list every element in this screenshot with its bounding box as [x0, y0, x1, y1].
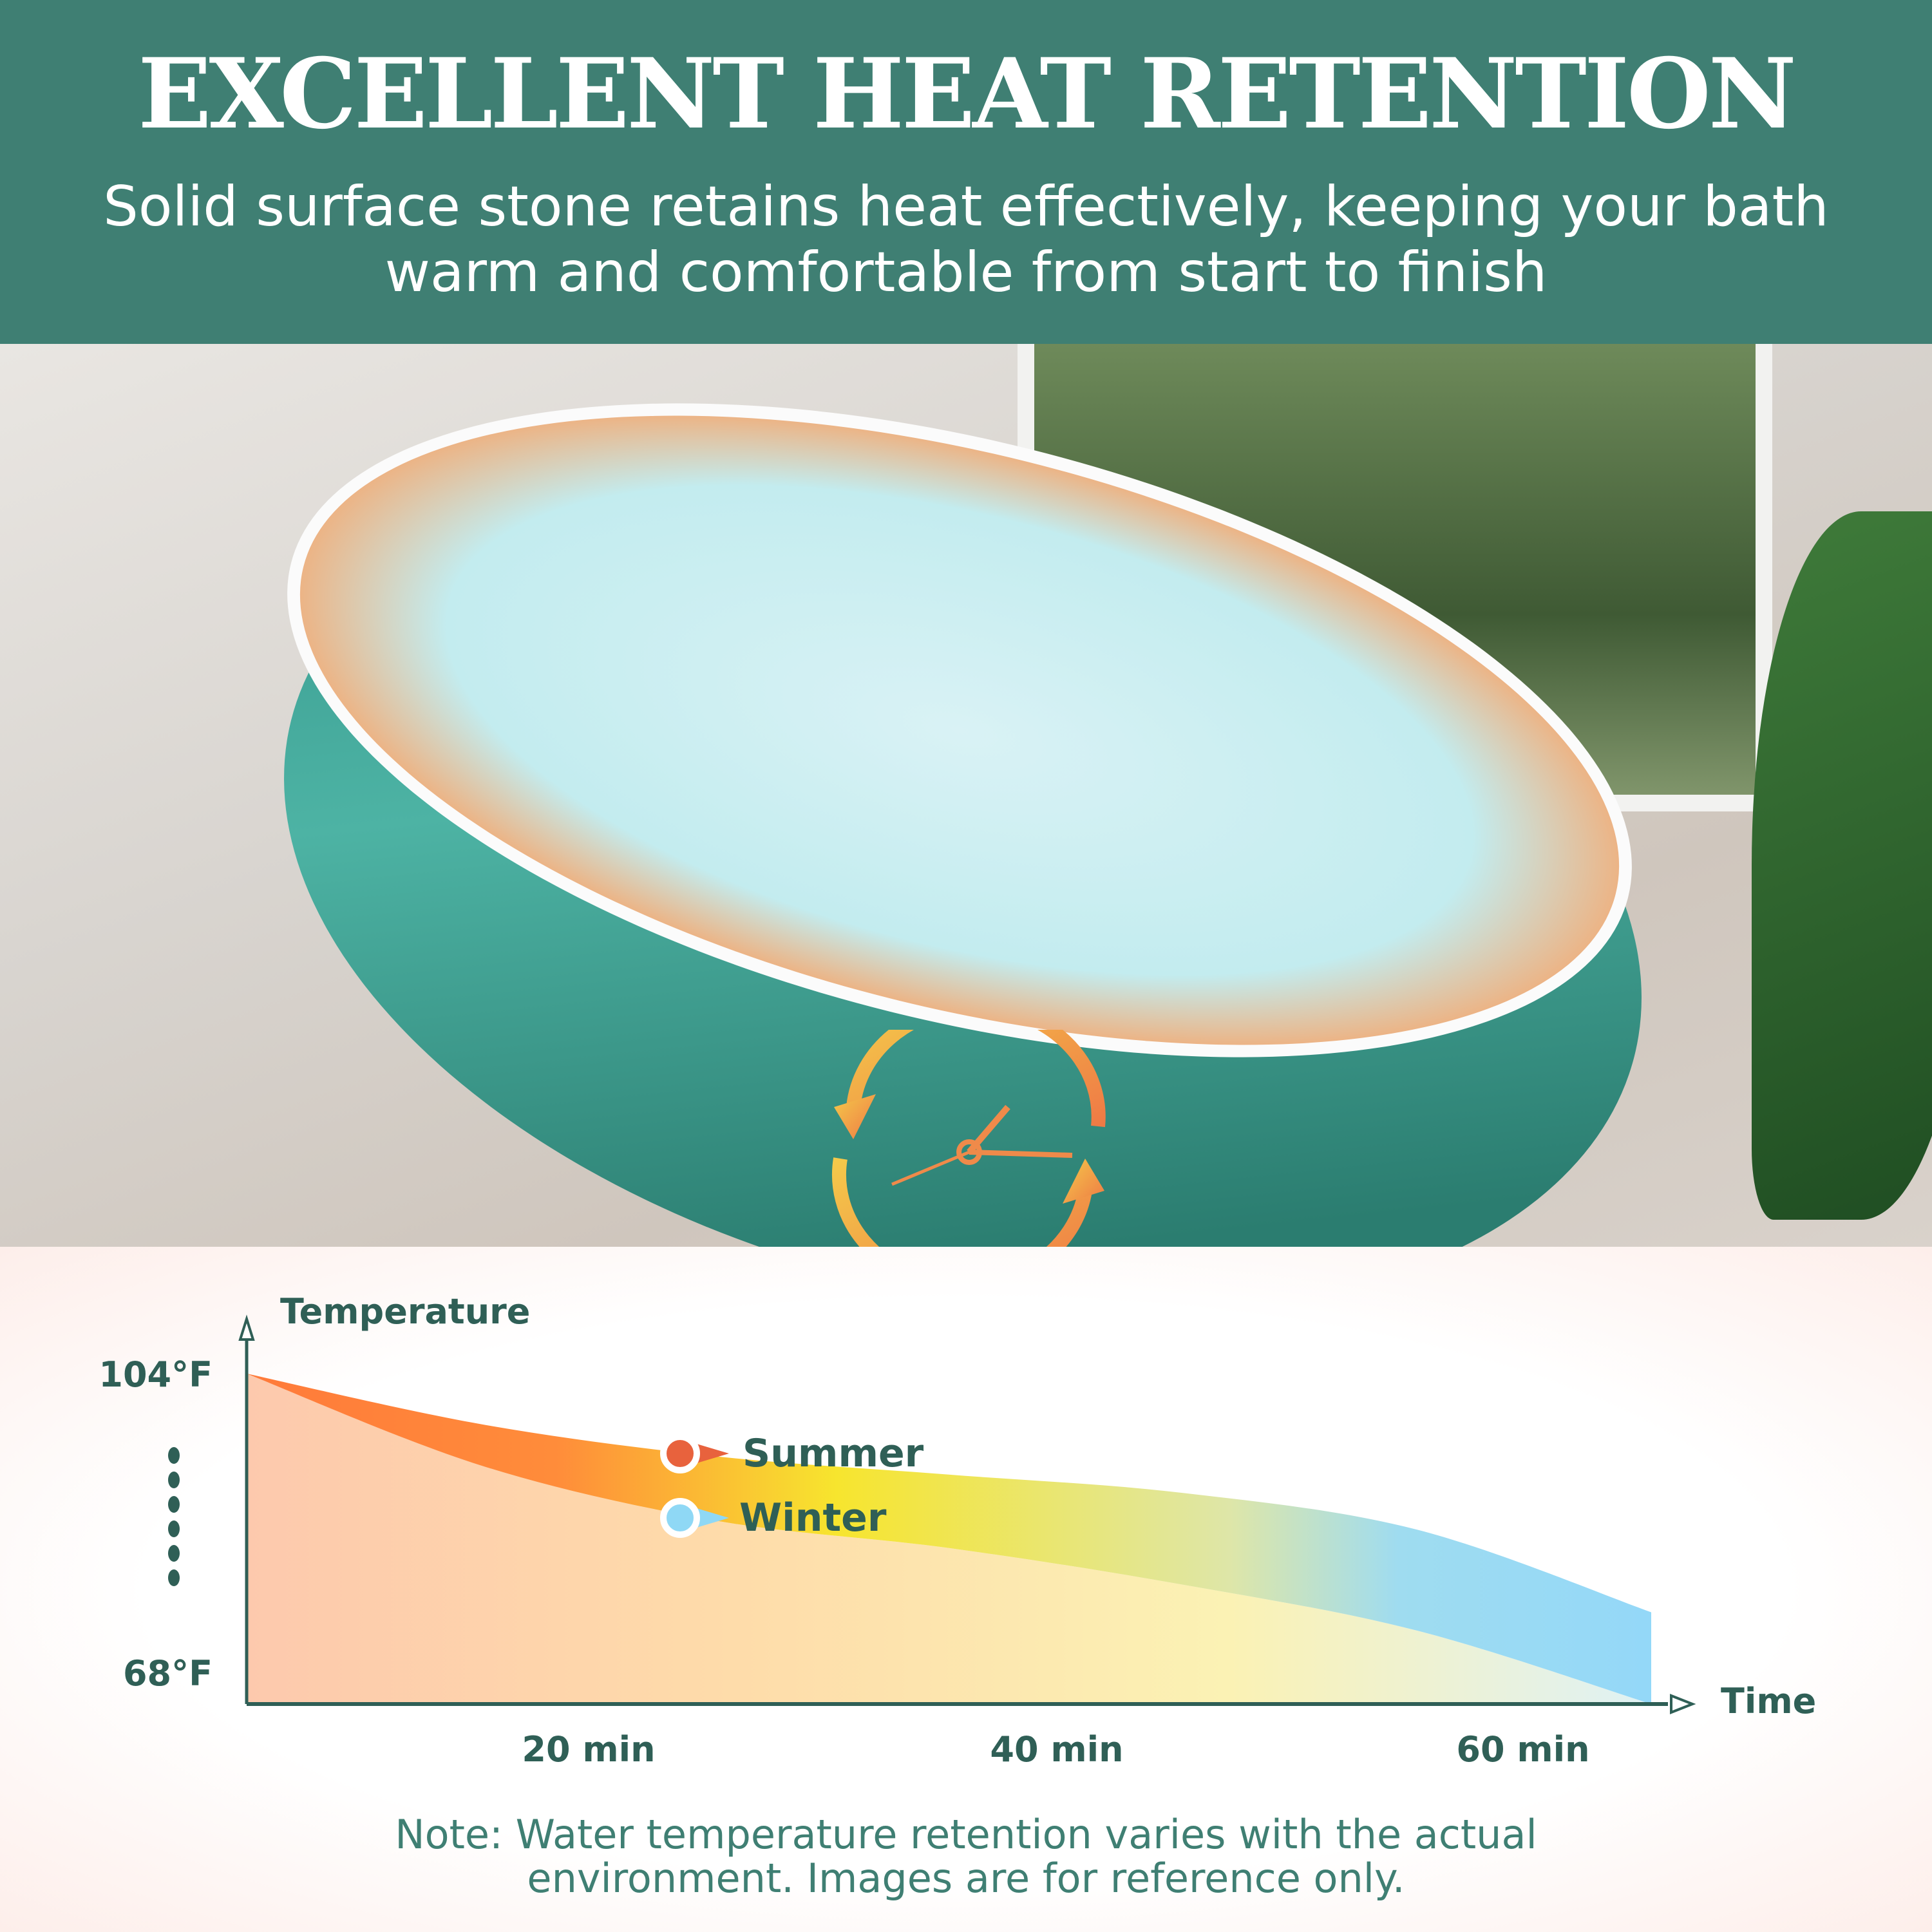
- summer-label: Summer: [743, 1431, 924, 1476]
- area-under-winter: [247, 1374, 1651, 1704]
- clock-with-circular-arrows-icon: [832, 1030, 1106, 1247]
- y-tick-68: 68°F: [123, 1653, 213, 1694]
- x-tick-20: 20 min: [522, 1729, 655, 1770]
- axis-break-dot: [168, 1472, 180, 1488]
- winter-label: Winter: [739, 1495, 887, 1540]
- summer-winter-band: [247, 1374, 1651, 1704]
- x-axis-arrow: [1670, 1694, 1696, 1714]
- winter-marker-pointer: [692, 1507, 729, 1529]
- header-banner: EXCELLENT HEAT RETENTION Solid surface s…: [0, 0, 1932, 344]
- winter-marker: [660, 1498, 700, 1538]
- axis-break-dot: [168, 1545, 180, 1562]
- axis-break-dot: [168, 1520, 180, 1537]
- axis-break-dot: [168, 1569, 180, 1586]
- page-subtitle: Solid surface stone retains heat effecti…: [103, 175, 1829, 305]
- bathtub-photo: [0, 344, 1932, 1247]
- summer-marker: [660, 1434, 700, 1473]
- y-tick-104: 104°F: [99, 1354, 213, 1395]
- legend-winter: Winter: [660, 1495, 887, 1540]
- x-tick-60: 60 min: [1456, 1729, 1589, 1770]
- summer-marker-pointer: [692, 1443, 729, 1464]
- axis-break-dot: [168, 1496, 180, 1513]
- legend-summer: Summer: [660, 1431, 924, 1476]
- y-axis-arrow: [238, 1314, 255, 1341]
- page-title: EXCELLENT HEAT RETENTION: [138, 37, 1797, 151]
- y-axis-label: Temperature: [280, 1291, 530, 1332]
- x-tick-40: 40 min: [990, 1729, 1123, 1770]
- x-axis-label: Time: [1721, 1681, 1816, 1721]
- axis-break-dots: [168, 1447, 180, 1586]
- plant: [1752, 511, 1932, 1220]
- axis-break-dot: [168, 1447, 180, 1464]
- disclaimer-note: Note: Water temperature retention varies…: [395, 1811, 1537, 1902]
